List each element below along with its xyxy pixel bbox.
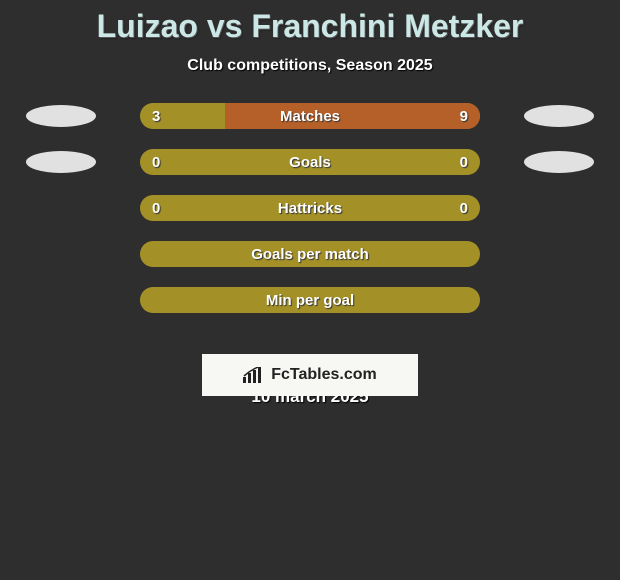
chart-icon xyxy=(243,367,265,383)
attribution-badge: FcTables.com xyxy=(202,354,418,396)
stat-row-gpm: Goals per match xyxy=(0,241,620,267)
stat-row-hattricks: 0 Hattricks 0 xyxy=(0,195,620,221)
stat-label: Min per goal xyxy=(152,292,468,309)
stat-label: Goals per match xyxy=(152,246,468,263)
stat-bar-mpg: Min per goal xyxy=(140,287,480,313)
stat-right-value: 9 xyxy=(460,108,468,125)
stat-row-goals: 0 Goals 0 xyxy=(0,149,620,175)
stat-right-value: 0 xyxy=(460,154,468,171)
page-subtitle: Club competitions, Season 2025 xyxy=(0,57,620,75)
stat-left-value: 0 xyxy=(152,200,160,217)
stat-left-value: 0 xyxy=(152,154,160,171)
stat-row-matches: 3 Matches 9 xyxy=(0,103,620,129)
stat-bar-gpm: Goals per match xyxy=(140,241,480,267)
player-right-photo xyxy=(524,151,594,173)
stat-left-value: 3 xyxy=(152,108,160,125)
stats-block: 3 Matches 9 0 Goals 0 0 Hattricks 0 xyxy=(0,103,620,313)
page-title: Luizao vs Franchini Metzker xyxy=(0,0,620,45)
stat-label: Goals xyxy=(160,154,459,171)
player-left-photo xyxy=(26,105,96,127)
stat-row-mpg: Min per goal xyxy=(0,287,620,313)
stat-bar-goals: 0 Goals 0 xyxy=(140,149,480,175)
stat-bar-matches: 3 Matches 9 xyxy=(140,103,480,129)
stat-bar-hattricks: 0 Hattricks 0 xyxy=(140,195,480,221)
stat-right-value: 0 xyxy=(460,200,468,217)
player-right-photo xyxy=(524,105,594,127)
attribution-text: FcTables.com xyxy=(271,366,377,384)
stat-label: Hattricks xyxy=(160,200,459,217)
stat-label: Matches xyxy=(160,108,459,125)
player-left-photo xyxy=(26,151,96,173)
